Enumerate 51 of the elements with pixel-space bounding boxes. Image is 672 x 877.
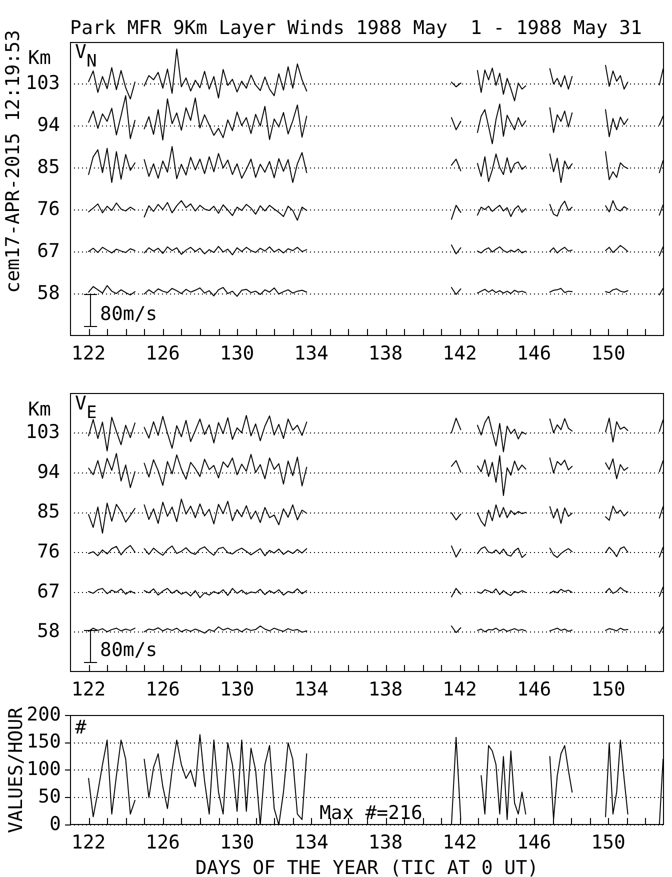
y-tick-label: 150 <box>26 730 61 753</box>
y-tick-label: 67 <box>37 580 60 602</box>
y-tick-label: 58 <box>37 282 60 304</box>
x-tick-label: 134 <box>294 678 328 700</box>
y-tick-label: 94 <box>37 460 60 483</box>
x-tick-label: 150 <box>591 678 626 700</box>
y-tick-label: 0 <box>50 812 61 835</box>
y-tick-label: 67 <box>37 240 60 262</box>
y-tick-label: 100 <box>26 758 61 780</box>
y-axis-title: Km <box>28 398 51 420</box>
x-tick-label: 134 <box>294 831 328 854</box>
x-tick-label: 126 <box>146 342 180 364</box>
y-tick-label: 76 <box>37 540 60 563</box>
y-tick-label: 103 <box>26 421 60 444</box>
y-tick-label: 85 <box>37 500 60 523</box>
y-tick-label: 50 <box>38 786 61 808</box>
x-axis-title: DAYS OF THE YEAR (TIC AT 0 UT) <box>195 857 539 877</box>
x-tick-label: 122 <box>71 831 106 854</box>
x-tick-label: 146 <box>516 831 552 854</box>
y-tick-label: 94 <box>37 114 60 136</box>
annotation: Max #=216 <box>319 802 422 824</box>
x-tick-label: 130 <box>220 678 254 700</box>
y-tick-label: 200 <box>26 703 61 726</box>
text: cem17-APR-2015 12:19:53 <box>2 30 24 293</box>
x-tick-label: 142 <box>442 342 477 364</box>
y-tick-label: 76 <box>37 198 60 220</box>
x-tick-label: 146 <box>516 678 552 700</box>
x-tick-label: 130 <box>220 342 254 364</box>
x-tick-label: 138 <box>368 342 403 364</box>
x-tick-label: 122 <box>71 342 106 364</box>
annotation: 80m/s <box>100 303 158 325</box>
x-tick-label: 142 <box>442 678 477 700</box>
y-tick-label: 103 <box>26 72 60 94</box>
x-tick-label: 150 <box>591 831 626 854</box>
x-tick-label: 146 <box>516 342 552 364</box>
x-tick-label: 122 <box>71 678 106 700</box>
x-tick-label: 134 <box>294 342 328 364</box>
x-tick-label: 142 <box>442 831 477 854</box>
chart-title: Park MFR 9Km Layer Winds 1988 May 1 - 1988 May 31 <box>70 17 642 39</box>
y-tick-label: 85 <box>37 156 60 178</box>
x-tick-label: 138 <box>368 678 403 700</box>
x-tick-label: 130 <box>220 831 254 854</box>
x-tick-label: 150 <box>591 342 626 364</box>
y-axis-title: VALUES/HOUR <box>5 706 27 834</box>
annotation: 80m/s <box>100 639 158 661</box>
x-tick-label: 126 <box>146 831 180 854</box>
annotation: # <box>75 716 87 738</box>
y-axis-title: Km <box>28 47 51 69</box>
y-tick-label: 58 <box>37 620 60 642</box>
x-tick-label: 138 <box>368 831 403 854</box>
x-tick-label: 126 <box>146 678 180 700</box>
